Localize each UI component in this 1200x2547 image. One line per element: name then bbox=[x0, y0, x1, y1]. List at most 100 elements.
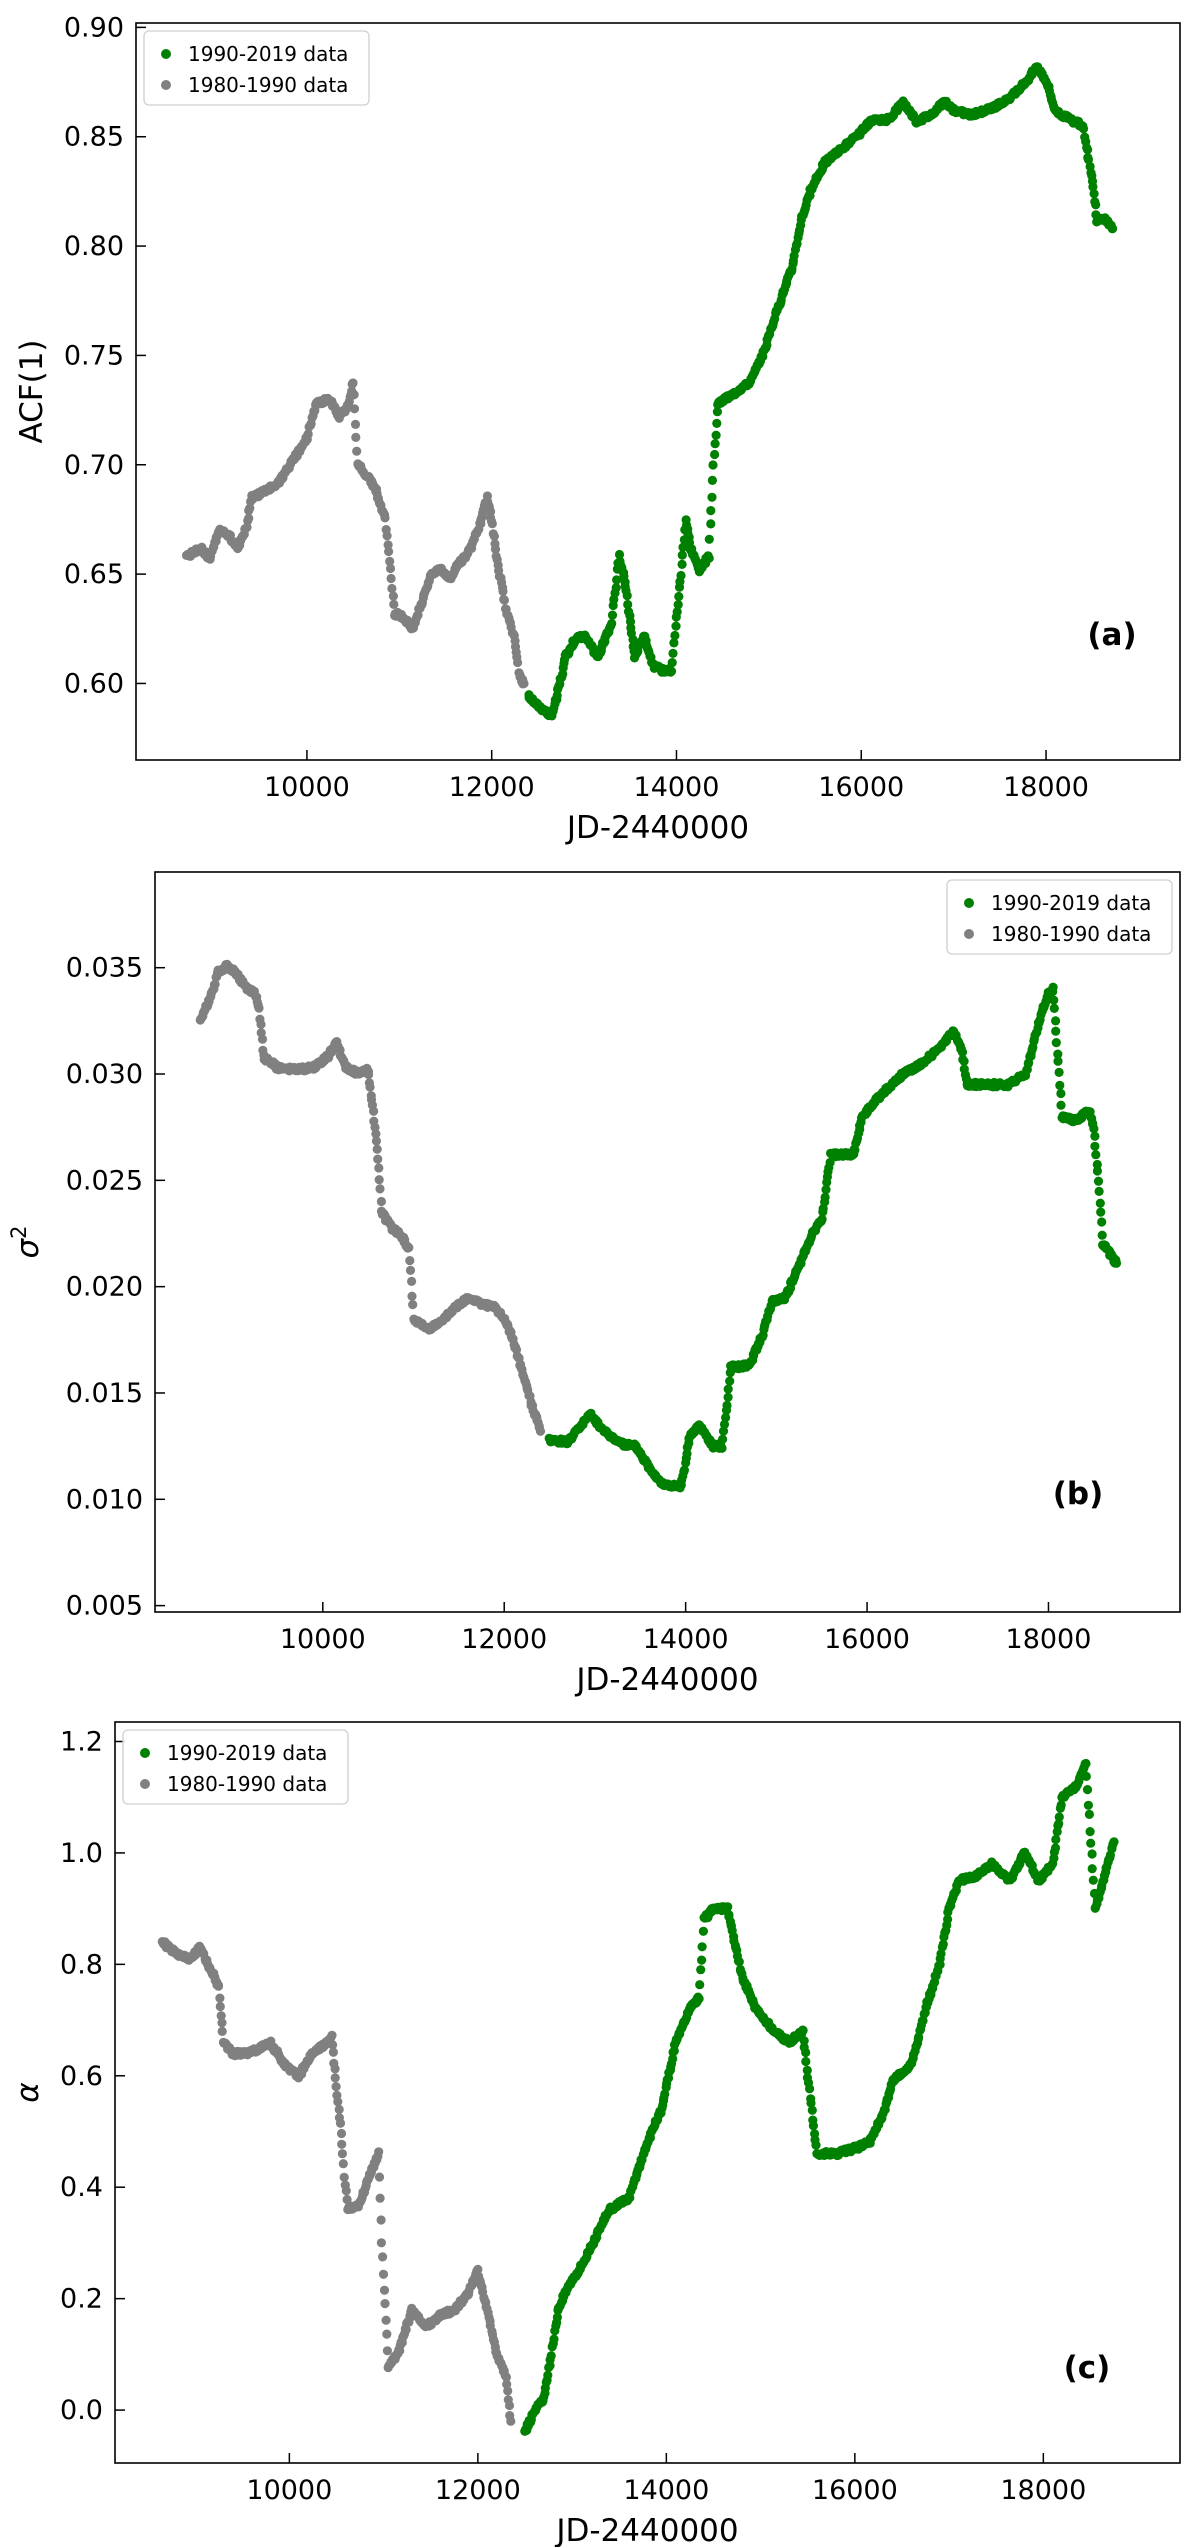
data-point bbox=[1084, 1809, 1094, 1819]
data-point bbox=[328, 2047, 338, 2057]
data-point bbox=[806, 2098, 816, 2108]
y-axis-label: ACF(1) bbox=[14, 339, 50, 443]
data-point bbox=[215, 1993, 225, 2003]
data-point bbox=[498, 586, 508, 597]
data-point bbox=[339, 2172, 349, 2182]
plot-frame bbox=[135, 22, 1181, 761]
data-point bbox=[723, 1902, 733, 1912]
chart-panel-c: 10000 12000 14000 16000 18000 0.0 0.2 0.4 0.6 0.8… bbox=[10, 1721, 1181, 2547]
data-point bbox=[698, 1926, 709, 1936]
y-tick-label: 0.6 bbox=[60, 2061, 103, 2092]
data-point bbox=[673, 600, 683, 610]
data-point bbox=[734, 1957, 744, 1967]
x-tick-label: 12000 bbox=[435, 2475, 521, 2506]
legend-entry: 1980-1990 data bbox=[188, 73, 348, 97]
data-point bbox=[1078, 124, 1089, 134]
y-tick-label: 0.020 bbox=[66, 1272, 143, 1303]
y-tick-label: 0.0 bbox=[60, 2395, 103, 2426]
data-point bbox=[811, 2140, 821, 2150]
data-point bbox=[1090, 1131, 1100, 1141]
data-point bbox=[254, 1003, 264, 1013]
legend-box bbox=[946, 879, 1173, 955]
data-point bbox=[375, 1184, 385, 1194]
data-point bbox=[1088, 182, 1098, 192]
legend-marker bbox=[964, 929, 974, 939]
data-point bbox=[350, 419, 361, 429]
data-point bbox=[1094, 1186, 1104, 1196]
data-point bbox=[707, 475, 718, 485]
data-point bbox=[216, 2011, 226, 2021]
data-point bbox=[1085, 1827, 1095, 1837]
data-point bbox=[1091, 1150, 1101, 1160]
y-axis-label: σ2 bbox=[7, 1225, 46, 1258]
data-point bbox=[535, 1426, 546, 1436]
data-point bbox=[1082, 1785, 1093, 1795]
data-point bbox=[1089, 1124, 1099, 1134]
data-point bbox=[918, 2016, 928, 2026]
data-point bbox=[376, 1196, 386, 1207]
data-point bbox=[373, 1154, 383, 1164]
data-point bbox=[628, 634, 638, 645]
y-tick-label: 0.90 bbox=[64, 12, 124, 43]
data-point bbox=[799, 2036, 809, 2046]
data-point bbox=[820, 1192, 830, 1202]
data-point bbox=[380, 2299, 390, 2309]
y-tick-label: 0.2 bbox=[60, 2284, 103, 2315]
y-axis-label: α bbox=[10, 2082, 46, 2102]
data-point bbox=[244, 513, 254, 523]
panel-label: (a) bbox=[1087, 617, 1136, 653]
data-point bbox=[382, 2346, 392, 2356]
scatter-points bbox=[195, 959, 1122, 1493]
data-point bbox=[365, 1082, 375, 1092]
data-point bbox=[677, 550, 687, 560]
data-point bbox=[1093, 1176, 1104, 1186]
x-tick-label: 14000 bbox=[634, 772, 720, 803]
data-point bbox=[215, 2001, 225, 2012]
data-point bbox=[719, 1419, 730, 1429]
data-point bbox=[404, 1243, 414, 1253]
data-point bbox=[552, 2312, 563, 2322]
data-point bbox=[327, 2030, 337, 2040]
data-point bbox=[384, 546, 394, 557]
data-point bbox=[1051, 1026, 1061, 1036]
x-tick-label: 18000 bbox=[1000, 2475, 1086, 2506]
data-point bbox=[330, 2064, 340, 2074]
data-point bbox=[1055, 1080, 1065, 1090]
data-point bbox=[821, 1185, 831, 1195]
legend: 1990-2019 data 1980-1990 data bbox=[946, 879, 1173, 955]
data-point bbox=[1053, 1049, 1063, 1059]
y-tick-label: 0.4 bbox=[60, 2172, 103, 2203]
legend-marker bbox=[161, 49, 171, 59]
data-point bbox=[388, 591, 398, 601]
data-point bbox=[723, 1384, 733, 1394]
data-point bbox=[371, 1129, 381, 1139]
scatter-points bbox=[181, 62, 1118, 721]
data-point bbox=[1054, 1067, 1064, 1077]
y-tick-label: 0.75 bbox=[64, 340, 124, 371]
x-tick-label: 14000 bbox=[643, 1624, 729, 1655]
data-point bbox=[712, 407, 723, 417]
data-point bbox=[351, 432, 361, 442]
data-point bbox=[506, 2416, 516, 2426]
scatter-points bbox=[157, 1758, 1119, 2436]
series-old-data bbox=[181, 378, 529, 689]
data-point bbox=[1051, 1016, 1061, 1026]
data-point bbox=[801, 2047, 811, 2058]
data-point bbox=[1111, 1258, 1122, 1268]
data-point bbox=[721, 1412, 731, 1423]
data-point bbox=[807, 2105, 817, 2115]
data-point bbox=[501, 2372, 511, 2382]
x-tick-label: 12000 bbox=[461, 1624, 547, 1655]
data-point bbox=[385, 556, 395, 567]
data-point bbox=[503, 2386, 513, 2396]
data-point bbox=[385, 563, 396, 574]
data-point bbox=[672, 607, 682, 617]
legend-entry: 1990-2019 data bbox=[167, 1741, 327, 1765]
x-axis-label: JD-2440000 bbox=[565, 810, 749, 846]
y-tick-label: 1.2 bbox=[60, 1727, 103, 1758]
data-point bbox=[256, 1019, 266, 1029]
x-tick-label: 16000 bbox=[824, 1624, 910, 1655]
data-point bbox=[213, 1981, 224, 1991]
data-point bbox=[376, 2238, 386, 2248]
data-point bbox=[706, 519, 716, 529]
